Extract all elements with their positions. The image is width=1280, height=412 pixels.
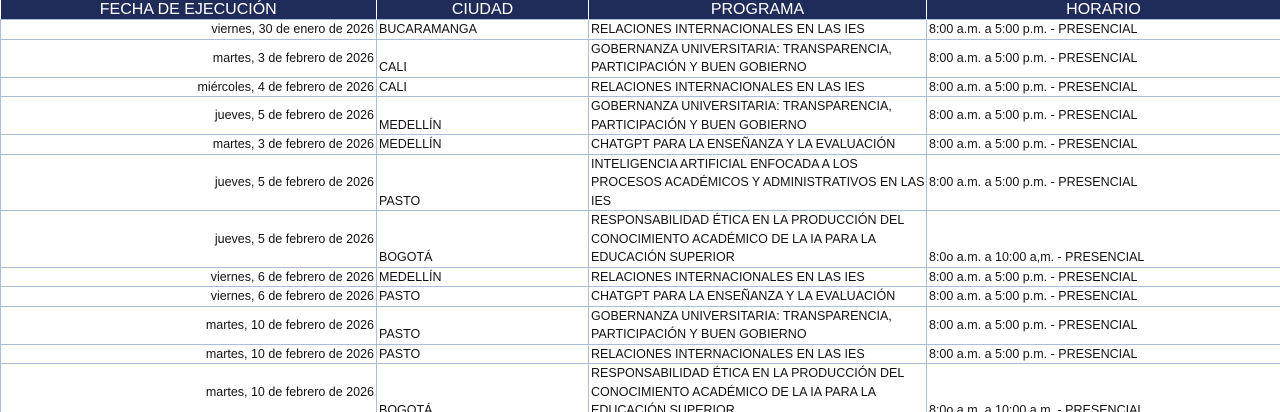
cell-line: EDUCACIÓN SUPERIOR <box>591 403 735 412</box>
cell-line: RELACIONES INTERNACIONALES EN LAS IES <box>591 346 865 361</box>
cell-line: GOBERNANZA UNIVERSITARIA: TRANSPARENCIA, <box>591 41 892 56</box>
cell: viernes, 30 de enero de 2026 <box>0 19 377 40</box>
cell-line: RELACIONES INTERNACIONALES EN LAS IES <box>591 22 865 36</box>
cell: jueves, 5 de febrero de 2026 <box>0 210 377 268</box>
cell: RELACIONES INTERNACIONALES EN LAS IES <box>588 266 927 287</box>
header-row: FECHA DE EJECUCIÓN CIUDAD PROGRAMA HORARIO <box>0 0 1280 20</box>
cell: jueves, 5 de febrero de 2026 <box>0 153 377 211</box>
cell-line: PROCESOS ACADÉMICOS Y ADMINISTRATIVOS EN… <box>591 175 925 189</box>
table-row: martes, 3 de febrero de 2026 MEDELLÍN CHAT… <box>0 134 1280 155</box>
cell: 8:00 a.m. a 5:00 p.m. - PRESENCIAL <box>926 76 1280 97</box>
table-row: martes, 10 de febrero de 2026 BOGOTÁ RESPO… <box>0 363 1280 412</box>
column-header: CIUDAD <box>376 0 589 20</box>
cell: BOGOTÁ <box>376 210 589 268</box>
cell-line: CONOCIMIENTO ACADÉMICO DE LA IA PARA LA <box>591 384 877 399</box>
cell-line: GOBERNANZA UNIVERSITARIA: TRANSPARENCIA, <box>591 308 892 323</box>
cell: 8:00 a.m. a 5:00 p.m. - PRESENCIAL <box>926 134 1280 155</box>
cell: CALI <box>376 38 589 78</box>
cell: PASTO <box>376 153 589 211</box>
cell: martes, 3 de febrero de 2026 <box>0 134 377 155</box>
table-row: viernes, 6 de febrero de 2026 MEDELLÍN REL… <box>0 266 1280 287</box>
cell-line: PARTICIPACIÓN Y BUEN GOBIERNO <box>591 327 807 341</box>
cell: RELACIONES INTERNACIONALES EN LAS IES <box>588 76 927 97</box>
cell: 8:0o a.m. a 10:00 a,m. - PRESENCIAL <box>926 210 1280 268</box>
cell: 8:00 a.m. a 5:00 p.m. - PRESENCIAL <box>926 305 1280 345</box>
cell-line: CHATGPT PARA LA ENSEÑANZA Y LA EVALUACIÓ… <box>591 289 896 303</box>
cell: 8:00 a.m. a 5:00 p.m. - PRESENCIAL <box>926 19 1280 40</box>
cell: BOGOTÁ <box>376 363 589 412</box>
cell: PASTO <box>376 343 589 364</box>
cell-line: CHATGPT PARA LA ENSEÑANZA Y LA EVALUACIÓ… <box>591 137 896 151</box>
table-row: jueves, 5 de febrero de 2026 MEDELLÍN GOBE… <box>0 96 1280 135</box>
cell: PASTO <box>376 286 589 307</box>
table-row: martes, 10 de febrero de 2026 PASTO RELACI… <box>0 343 1280 364</box>
cell: martes, 10 de febrero de 2026 <box>0 343 377 364</box>
cell: martes, 10 de febrero de 2026 <box>0 363 377 412</box>
cell: INTELIGENCIA ARTIFICIAL ENFOCADA A LOS PR… <box>588 153 927 211</box>
cell: martes, 3 de febrero de 2026 <box>0 38 377 78</box>
cell-line: IES <box>591 193 612 208</box>
table-row: martes, 3 de febrero de 2026 CALI GOBERNAN… <box>0 38 1280 78</box>
table-row: miércoles, 4 de febrero de 2026 CALI RELAC… <box>0 76 1280 97</box>
cell: RESPONSABILIDAD ÉTICA EN LA PRODUCCIÓN D… <box>588 363 927 412</box>
column-header: PROGRAMA <box>588 0 927 20</box>
cell-line: GOBERNANZA UNIVERSITARIA: TRANSPARENCIA, <box>591 99 892 113</box>
cell-line: EDUCACIÓN SUPERIOR <box>591 250 735 264</box>
table-row: jueves, 5 de febrero de 2026 BOGOTÁ RESPON… <box>0 210 1280 268</box>
cell: GOBERNANZA UNIVERSITARIA: TRANSPARENCIA,… <box>588 96 927 135</box>
cell-line: RELACIONES INTERNACIONALES EN LAS IES <box>591 79 865 94</box>
cell: 8:00 a.m. a 5:00 p.m. - PRESENCIAL <box>926 96 1280 135</box>
cell: RESPONSABILIDAD ÉTICA EN LA PRODUCCIÓN D… <box>588 210 927 268</box>
cell: 8:00 a.m. a 5:00 p.m. - PRESENCIAL <box>926 343 1280 364</box>
cell: CHATGPT PARA LA ENSEÑANZA Y LA EVALUACIÓ… <box>588 286 927 307</box>
table-row: jueves, 5 de febrero de 2026 PASTO INTELIG… <box>0 153 1280 211</box>
cell-line: CONOCIMIENTO ACADÉMICO DE LA IA PARA LA <box>591 231 877 246</box>
cell: MEDELLÍN <box>376 134 589 155</box>
cell: jueves, 5 de febrero de 2026 <box>0 96 377 135</box>
cell: miércoles, 4 de febrero de 2026 <box>0 76 377 97</box>
cell: 8:00 a.m. a 5:00 p.m. - PRESENCIAL <box>926 266 1280 287</box>
cell: BUCARAMANGA <box>376 19 589 40</box>
table-row: martes, 10 de febrero de 2026 PASTO GOBERN… <box>0 305 1280 345</box>
cell: 8:00 a.m. a 5:00 p.m. - PRESENCIAL <box>926 286 1280 307</box>
cell: 8:00 a.m. a 5:00 p.m. - PRESENCIAL <box>926 153 1280 211</box>
cell-line: RESPONSABILIDAD ÉTICA EN LA PRODUCCIÓN D… <box>591 213 905 227</box>
cell: MEDELLÍN <box>376 96 589 135</box>
cell: PASTO <box>376 305 589 345</box>
cell: CALI <box>376 76 589 97</box>
cell: RELACIONES INTERNACIONALES EN LAS IES <box>588 19 927 40</box>
cell: martes, 10 de febrero de 2026 <box>0 305 377 345</box>
table-row: viernes, 6 de febrero de 2026 PASTO CHATGP… <box>0 286 1280 307</box>
column-header: FECHA DE EJECUCIÓN <box>0 0 377 20</box>
cell: 8:00 a.m. a 5:00 p.m. - PRESENCIAL <box>926 38 1280 78</box>
cell-line: PARTICIPACIÓN Y BUEN GOBIERNO <box>591 60 807 74</box>
cell-line: RESPONSABILIDAD ÉTICA EN LA PRODUCCIÓN D… <box>591 366 905 380</box>
cell: CHATGPT PARA LA ENSEÑANZA Y LA EVALUACIÓ… <box>588 134 927 155</box>
cell-line: RELACIONES INTERNACIONALES EN LAS IES <box>591 269 865 284</box>
column-header: HORARIO <box>926 0 1280 20</box>
cell: MEDELLÍN <box>376 266 589 287</box>
cell: GOBERNANZA UNIVERSITARIA: TRANSPARENCIA,… <box>588 38 927 78</box>
cell: 8:0o a.m. a 10:00 a,m. - PRESENCIAL <box>926 363 1280 412</box>
table-body: viernes, 30 de enero de 2026 BUCARAMANGA R… <box>0 19 1280 412</box>
cell-line: INTELIGENCIA ARTIFICIAL ENFOCADA A LOS <box>591 156 858 171</box>
cell: viernes, 6 de febrero de 2026 <box>0 286 377 307</box>
cell: GOBERNANZA UNIVERSITARIA: TRANSPARENCIA,… <box>588 305 927 345</box>
cell: viernes, 6 de febrero de 2026 <box>0 266 377 287</box>
cell: RELACIONES INTERNACIONALES EN LAS IES <box>588 343 927 364</box>
cell-line: PARTICIPACIÓN Y BUEN GOBIERNO <box>591 117 807 132</box>
table-row: viernes, 30 de enero de 2026 BUCARAMANGA R… <box>0 19 1280 40</box>
